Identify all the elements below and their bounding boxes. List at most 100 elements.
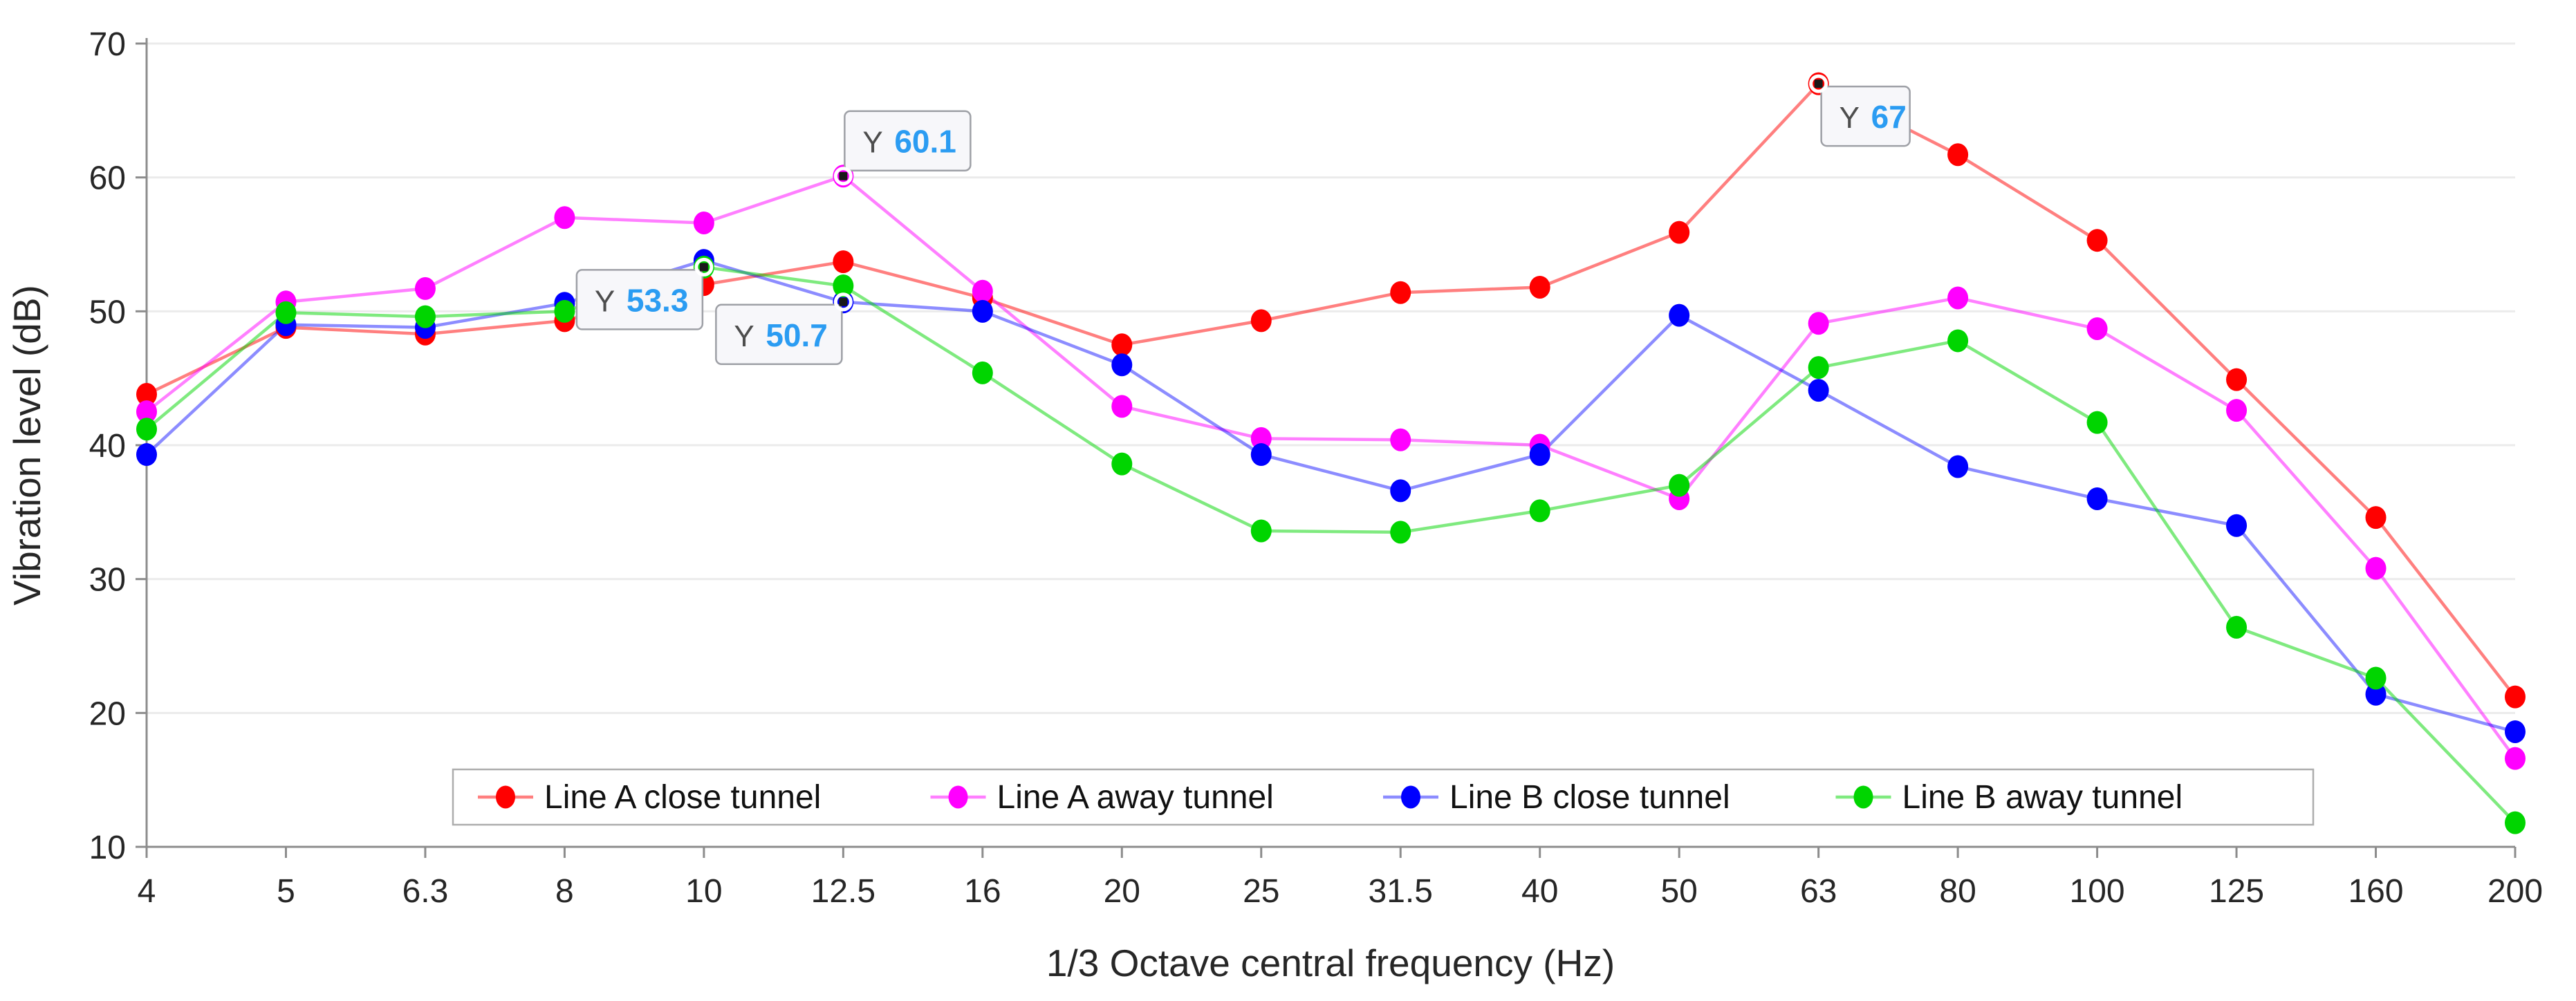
datatip-50.7[interactable]: Y 50.7 bbox=[715, 292, 853, 366]
datatip-box[interactable] bbox=[575, 269, 704, 330]
datatip-53.3[interactable]: Y 53.3 bbox=[575, 257, 714, 330]
data-point[interactable] bbox=[1390, 428, 1411, 451]
datatip-label: Y bbox=[595, 284, 615, 318]
legend-label: Line A close tunnel bbox=[544, 779, 821, 816]
x-tick-label: 200 bbox=[2487, 873, 2543, 910]
data-point[interactable] bbox=[1390, 521, 1411, 544]
data-point[interactable] bbox=[833, 250, 854, 274]
series-markers-2 bbox=[136, 165, 2526, 770]
data-point[interactable] bbox=[2226, 368, 2248, 391]
data-point[interactable] bbox=[2365, 666, 2387, 690]
data-point[interactable] bbox=[2086, 487, 2108, 510]
data-point[interactable] bbox=[2086, 411, 2108, 434]
data-point[interactable] bbox=[554, 299, 575, 323]
datatip-label: Y bbox=[1840, 101, 1860, 135]
series-line-3 bbox=[145, 259, 2516, 733]
data-point[interactable] bbox=[136, 382, 157, 406]
legend-label: Line A away tunnel bbox=[997, 779, 1274, 816]
data-point[interactable] bbox=[693, 212, 714, 235]
data-point[interactable] bbox=[2086, 229, 2108, 252]
data-point[interactable] bbox=[833, 274, 854, 298]
data-point[interactable] bbox=[1529, 443, 1550, 467]
data-point[interactable] bbox=[1529, 499, 1550, 523]
datatip-anchor-dot bbox=[839, 171, 848, 180]
datatip-box[interactable] bbox=[844, 110, 972, 171]
data-point[interactable] bbox=[414, 305, 436, 328]
data-point[interactable] bbox=[2365, 506, 2387, 530]
datatip-67[interactable]: Y 67 bbox=[1809, 74, 1911, 147]
data-point[interactable] bbox=[2505, 720, 2526, 743]
datatip-label: Y bbox=[734, 319, 754, 353]
data-point[interactable] bbox=[1947, 143, 1969, 167]
x-tick-label: 100 bbox=[2070, 873, 2125, 910]
datatip-box[interactable] bbox=[715, 303, 843, 366]
x-tick-label: 6.3 bbox=[402, 873, 449, 910]
data-point[interactable] bbox=[1669, 221, 1690, 244]
data-point[interactable] bbox=[1947, 286, 1969, 310]
y-tick-label: 10 bbox=[89, 830, 126, 866]
datatip-anchor-ring bbox=[833, 292, 853, 312]
data-point[interactable] bbox=[2505, 747, 2526, 770]
legend-item-1[interactable]: Line A close tunnel bbox=[478, 779, 821, 816]
data-point[interactable] bbox=[1250, 309, 1272, 333]
data-point[interactable] bbox=[1947, 329, 1969, 353]
x-tick-label: 40 bbox=[1521, 873, 1558, 910]
data-point[interactable] bbox=[414, 277, 436, 300]
data-point[interactable] bbox=[972, 299, 993, 323]
x-tick-label: 50 bbox=[1660, 873, 1697, 910]
data-point[interactable] bbox=[275, 301, 297, 324]
data-point[interactable] bbox=[972, 279, 993, 303]
data-point[interactable] bbox=[1669, 474, 1690, 497]
datatip-60.1[interactable]: Y 60.1 bbox=[833, 110, 972, 186]
data-point[interactable] bbox=[2365, 556, 2387, 580]
data-point[interactable] bbox=[1529, 275, 1550, 299]
data-point[interactable] bbox=[1669, 303, 1690, 327]
legend-marker bbox=[948, 785, 968, 809]
legend-item-4[interactable]: Line B away tunnel bbox=[1835, 779, 2183, 816]
data-point[interactable] bbox=[2505, 811, 2526, 834]
y-tick-label: 50 bbox=[89, 294, 126, 330]
datatip-value: 53.3 bbox=[627, 282, 689, 318]
data-point[interactable] bbox=[1808, 356, 1829, 380]
x-tick-label: 16 bbox=[964, 873, 1001, 910]
legend-item-3[interactable]: Line B close tunnel bbox=[1383, 779, 1730, 816]
data-point[interactable] bbox=[1111, 395, 1133, 418]
data-point[interactable] bbox=[1250, 427, 1272, 450]
data-point[interactable] bbox=[1111, 333, 1133, 357]
data-point[interactable] bbox=[2086, 317, 2108, 341]
data-point[interactable] bbox=[2226, 514, 2248, 537]
data-point[interactable] bbox=[1111, 353, 1133, 377]
data-point[interactable] bbox=[136, 418, 157, 441]
data-point[interactable] bbox=[1250, 443, 1272, 467]
legend-marker bbox=[496, 785, 515, 809]
y-tick-label: 70 bbox=[89, 26, 126, 63]
data-point[interactable] bbox=[1111, 452, 1133, 476]
data-point[interactable] bbox=[1250, 519, 1272, 543]
data-point[interactable] bbox=[2226, 399, 2248, 422]
data-point[interactable] bbox=[1808, 312, 1829, 335]
datatip-box[interactable] bbox=[1820, 85, 1911, 147]
datatip-anchor-dot bbox=[1814, 79, 1823, 88]
data-point[interactable] bbox=[2365, 682, 2387, 706]
data-point[interactable] bbox=[2505, 685, 2526, 709]
legend-item-2[interactable]: Line A away tunnel bbox=[930, 779, 1274, 816]
data-point[interactable] bbox=[1808, 379, 1829, 402]
datatip-value: 67 bbox=[1871, 99, 1907, 135]
data-point[interactable] bbox=[136, 400, 157, 424]
data-point[interactable] bbox=[1390, 281, 1411, 304]
data-point[interactable] bbox=[554, 206, 575, 230]
x-tick-label: 63 bbox=[1800, 873, 1837, 910]
y-tick-label: 30 bbox=[89, 562, 126, 599]
data-point[interactable] bbox=[1947, 455, 1969, 478]
data-point[interactable] bbox=[1390, 479, 1411, 503]
data-point[interactable] bbox=[2226, 615, 2248, 639]
data-point[interactable] bbox=[972, 361, 993, 384]
legend-marker bbox=[1401, 785, 1420, 809]
data-series bbox=[136, 72, 2526, 834]
data-point[interactable] bbox=[136, 443, 157, 467]
datatip-value: 60.1 bbox=[894, 124, 956, 160]
legend-label: Line B away tunnel bbox=[1902, 779, 2183, 816]
x-tick-label: 12.5 bbox=[811, 873, 875, 910]
